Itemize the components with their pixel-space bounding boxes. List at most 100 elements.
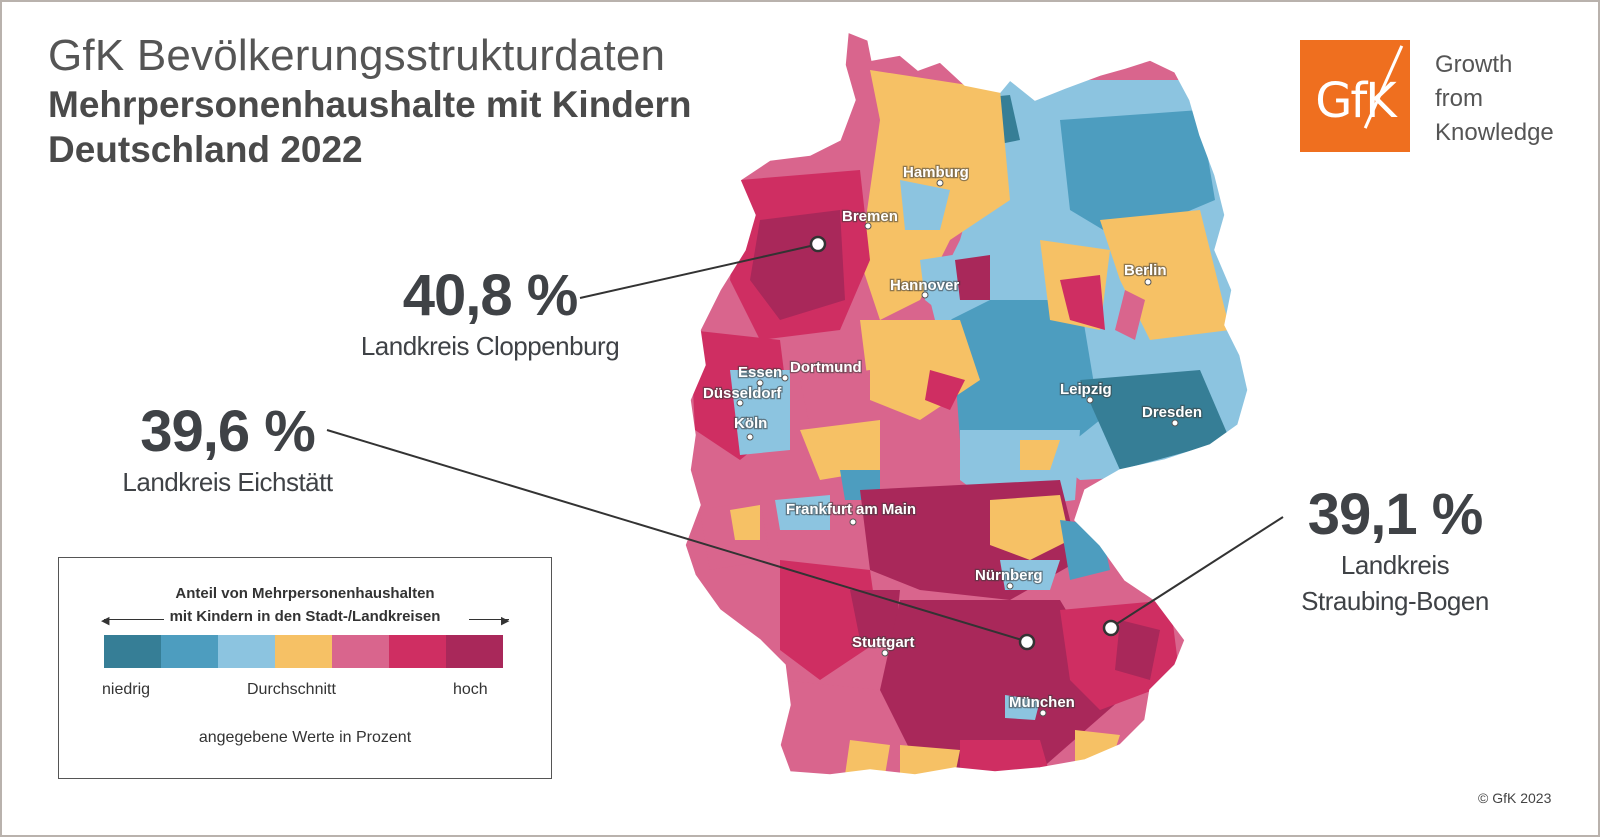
city-label-duesseldorf: Düsseldorf (703, 385, 782, 402)
callout-label: Landkreis Cloppenburg (360, 331, 620, 361)
tagline-line: Knowledge (1435, 119, 1554, 146)
city-dot (736, 399, 744, 407)
legend-swatch (104, 635, 161, 668)
city-dot (781, 374, 789, 382)
callout-label: Landkreis Eichstätt (122, 467, 333, 497)
legend-swatch (161, 635, 218, 668)
legend-swatch (446, 635, 503, 668)
region-bavaria (880, 600, 1120, 770)
callout-value: 39,6 % (140, 399, 316, 464)
city-label-nuernberg: Nürnberg (975, 567, 1043, 584)
callout-line-eichstaett (326, 429, 1023, 641)
district-fill-group (685, 32, 1248, 775)
region-district (990, 495, 1070, 560)
city-label-hamburg: Hamburg (903, 164, 969, 181)
region-saxony-anhalt (950, 300, 1100, 460)
germany-outline (684, 30, 1249, 776)
city-label-dortmund: Dortmund (790, 359, 862, 376)
gfk-logo: GfK (1300, 40, 1410, 152)
region-alps (960, 740, 1050, 775)
legend-title-line: Anteil von Mehrpersonenhaushalten (175, 585, 435, 602)
region-district (730, 505, 760, 540)
region-stuttgart-area (850, 590, 900, 640)
callout-marker-straubing (1102, 619, 1120, 637)
tagline-line: Growth (1435, 51, 1513, 78)
legend-color-scale (104, 635, 503, 668)
callout-lines (326, 235, 1284, 651)
region-brandenburg (1100, 210, 1230, 340)
city-dot (1039, 709, 1047, 717)
callout-label: Landkreis (1340, 550, 1450, 580)
city-dot (756, 379, 764, 387)
region-frankfurt (775, 495, 830, 530)
map-legend: Anteil von Mehrpersonenhaushalten mit Ki… (58, 557, 552, 779)
region-saxony (1080, 370, 1230, 470)
legend-title: Anteil von Mehrpersonenhaushalten mit Ki… (59, 582, 551, 628)
city-label-muenchen: München (1009, 694, 1075, 711)
region-district (800, 420, 880, 480)
legend-title-line: mit Kindern in den Stadt-/Landkreisen (169, 608, 441, 625)
callout-straubing: 39,1 % Landkreis Straubing-Bogen (1280, 483, 1510, 619)
legend-swatch (275, 635, 332, 668)
region-district (925, 370, 965, 410)
region-district (1020, 440, 1060, 470)
region-munich (1005, 695, 1040, 720)
region-district (900, 745, 960, 775)
callout-marker-eichstaett (1018, 633, 1036, 651)
city-dot (746, 433, 754, 441)
copyright: © GfK 2023 (1478, 790, 1552, 806)
legend-label-low: niedrig (102, 681, 151, 698)
city-label-dresden: Dresden (1142, 404, 1202, 421)
page-title: GfK Bevölkerungsstrukturdaten (48, 31, 666, 80)
legend-note: angegebene Werte in Prozent (198, 729, 412, 746)
region-nuremberg (1000, 560, 1060, 590)
callout-label: Straubing-Bogen (1301, 586, 1489, 616)
arrow-right-icon: ▶ (501, 615, 510, 627)
legend-label-high: hoch (453, 681, 488, 698)
region-district (1060, 275, 1105, 330)
city-label-stuttgart: Stuttgart (852, 634, 915, 651)
callout-value: 39,1 % (1307, 482, 1484, 547)
legend-swatch (332, 635, 389, 668)
region-ruhr-cities (730, 370, 790, 455)
city-label-hannover: Hannover (890, 277, 959, 294)
region-district (1115, 290, 1145, 340)
city-label-frankfurt: Frankfurt am Main (786, 501, 916, 518)
tagline-line: from (1435, 85, 1483, 112)
legend-swatch (389, 635, 446, 668)
city-dot (921, 291, 929, 299)
region-hamburg (900, 180, 950, 230)
city-label-bremen: Bremen (842, 208, 898, 225)
callout-cloppenburg: 40,8 % Landkreis Cloppenburg (345, 264, 635, 364)
legend-arrow-left (104, 619, 164, 620)
region-district (845, 740, 890, 775)
city-dot (936, 179, 944, 187)
callout-line-straubing (1114, 516, 1284, 626)
city-labels: Hamburg Bremen Berlin Hannover Essen Dor… (702, 163, 1204, 713)
region-mecklenburg (1060, 110, 1215, 240)
page-subtitle-year: Deutschland 2022 (48, 129, 363, 170)
region-district (1115, 620, 1160, 680)
callout-eichstaett: 39,6 % Landkreis Eichstätt (110, 400, 345, 500)
city-label-berlin: Berlin (1124, 262, 1167, 279)
city-dot (1086, 396, 1094, 404)
city-dot (1144, 278, 1152, 286)
region-district (955, 255, 990, 300)
callout-line-cloppenburg (579, 244, 816, 299)
legend-arrow-right (469, 619, 509, 620)
city-label-leipzig: Leipzig (1060, 381, 1112, 398)
logo-tagline: Growth from Knowledge (1435, 48, 1554, 150)
city-dot (864, 222, 872, 230)
callout-value: 40,8 % (402, 263, 579, 328)
legend-swatch (218, 635, 275, 668)
page-subtitle: Mehrpersonenhaushalte mit Kindern (48, 84, 692, 125)
callout-marker-cloppenburg (809, 235, 827, 253)
legend-label-mid: Durchschnitt (247, 681, 336, 698)
city-label-essen: Essen (738, 364, 782, 381)
city-dot (881, 649, 889, 657)
city-label-koeln: Köln (734, 415, 767, 432)
city-dot (1171, 419, 1179, 427)
arrow-left-icon: ◀ (101, 615, 110, 627)
